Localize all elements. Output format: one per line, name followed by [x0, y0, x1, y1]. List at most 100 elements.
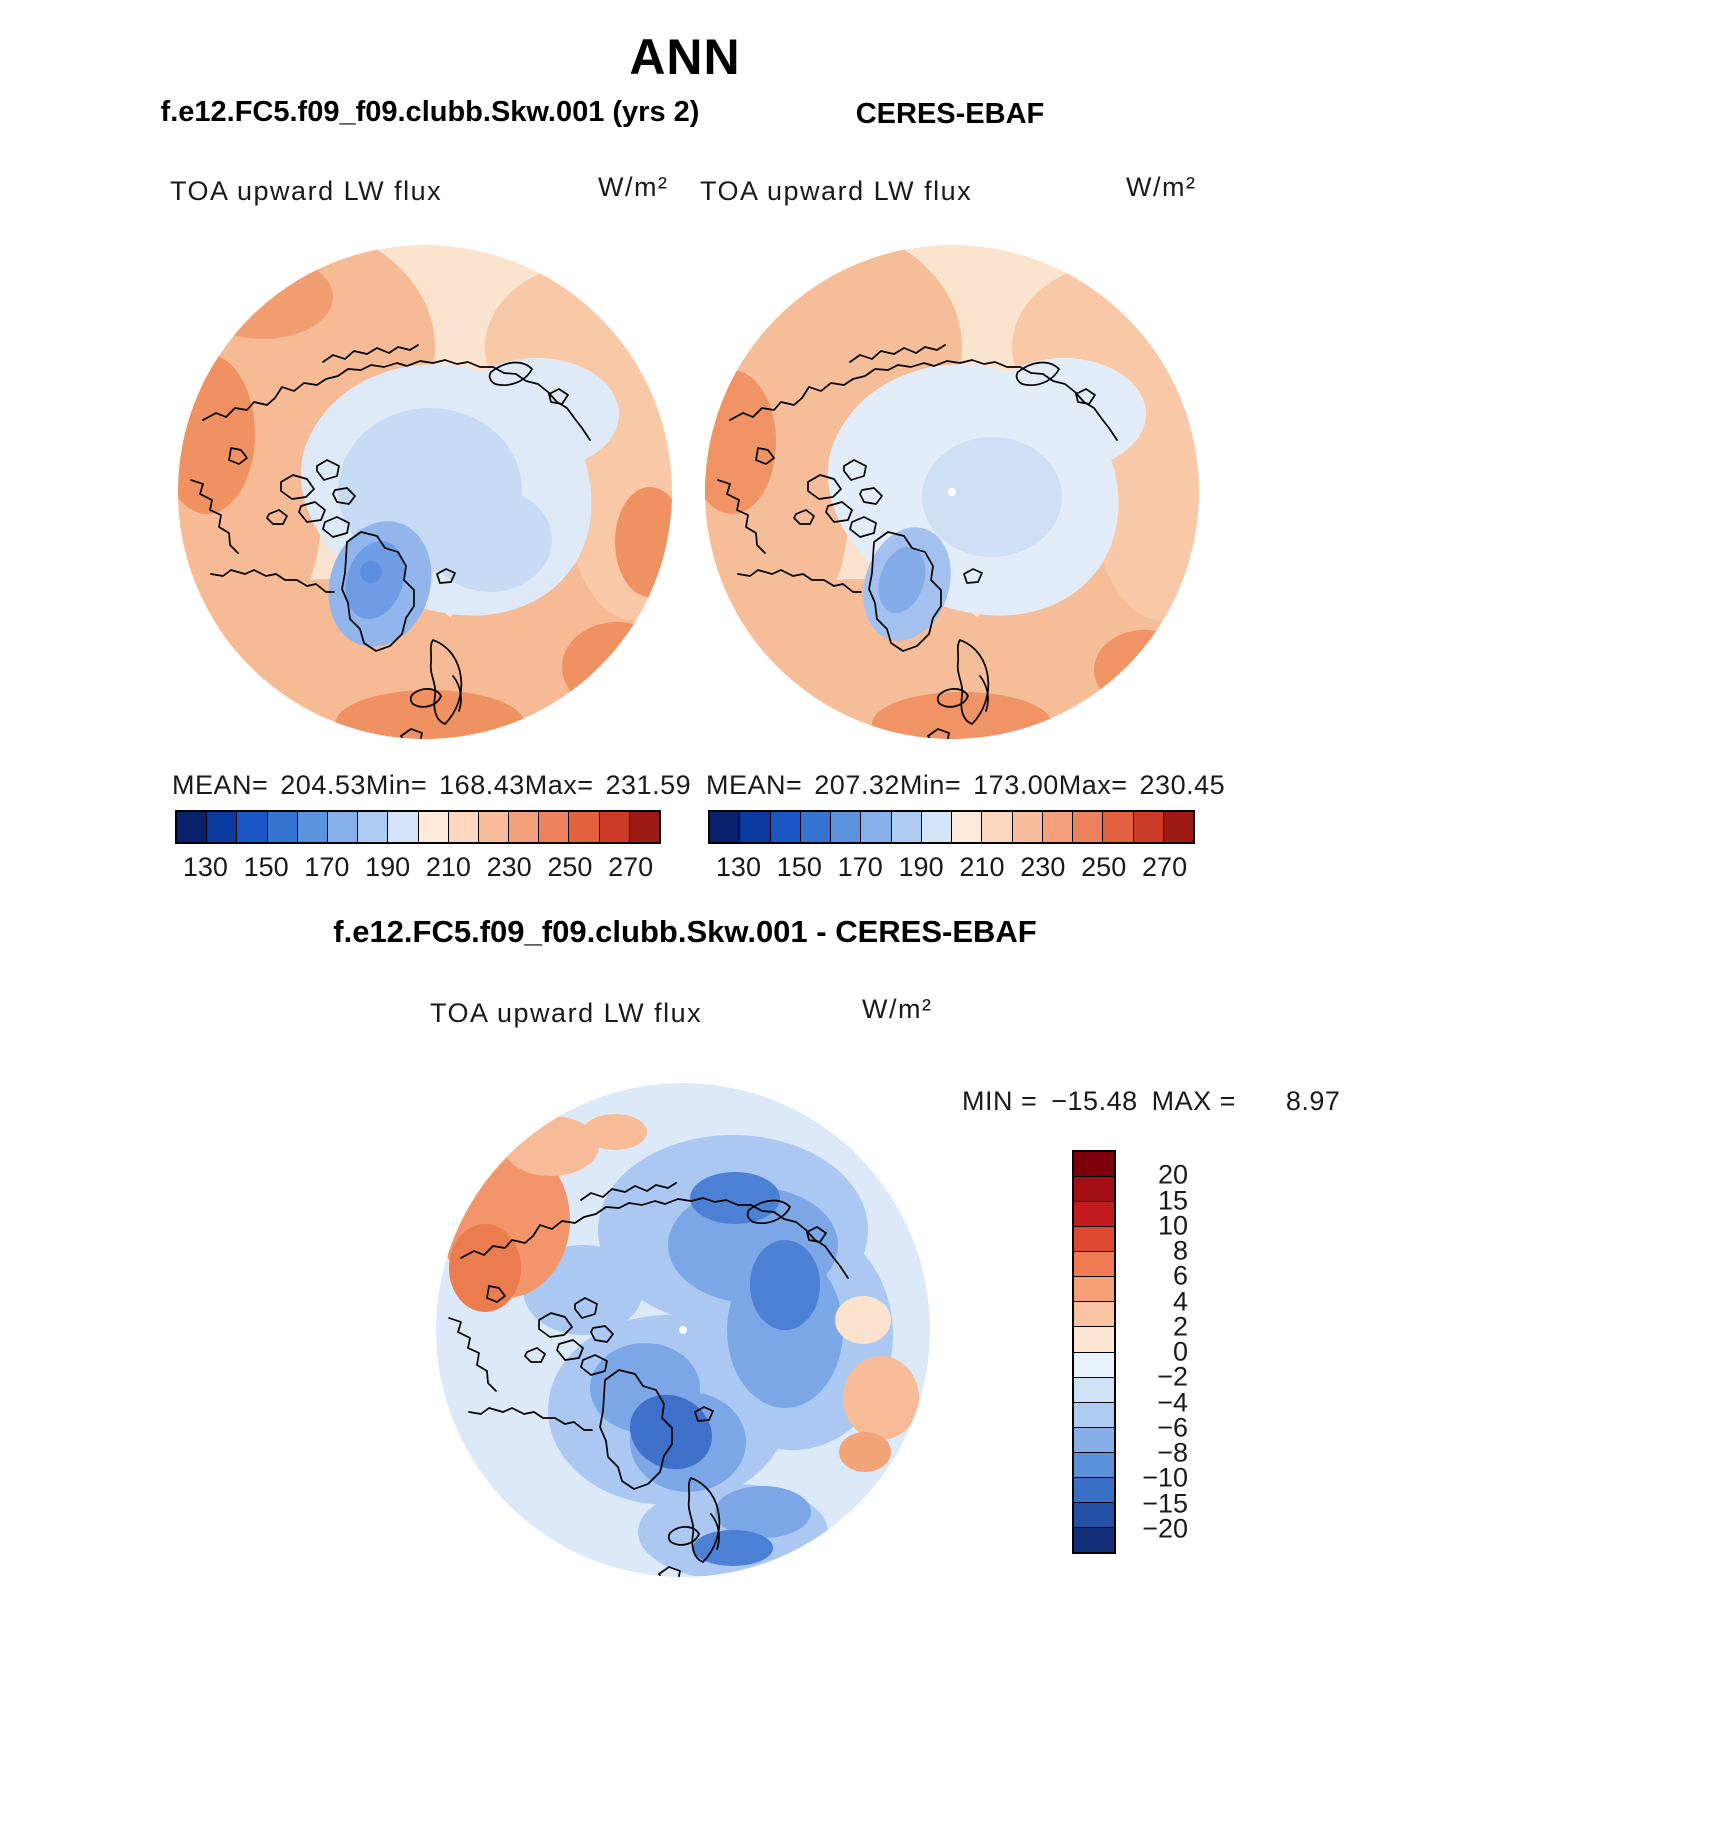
flux-colorbar-obs	[708, 810, 1195, 844]
model-field-label: TOA upward LW flux	[170, 176, 443, 206]
colorbar-cell	[448, 812, 479, 842]
colorbar-cell	[1074, 1527, 1114, 1552]
obs-map-svg	[705, 245, 1199, 739]
colorbar-cell	[770, 812, 801, 842]
colorbar-tick-label: 150	[243, 852, 289, 882]
diff-colorbar-label: 20	[1157, 1159, 1188, 1190]
colorbar-cell	[1103, 812, 1134, 842]
diff-subtitle: f.e12.FC5.f09_f09.clubb.Skw.001 - CERES-…	[333, 914, 1037, 949]
colorbar-tick-label: 170	[304, 852, 350, 882]
colorbar-tick-label: 230	[1020, 852, 1066, 882]
colorbar-cell	[891, 812, 922, 842]
colorbar-cell	[1074, 1227, 1114, 1253]
colorbar-cell	[539, 812, 570, 842]
colorbar-cell	[237, 812, 268, 842]
diff-colorbar-label: 6	[1172, 1260, 1188, 1291]
colorbar-cell	[1074, 1502, 1114, 1528]
obs-map	[702, 242, 1202, 742]
diff-colorbar-label: 2	[1172, 1311, 1188, 1342]
colorbar-cell	[1042, 812, 1073, 842]
colorbar-cell	[297, 812, 328, 842]
colorbar-cell	[1074, 1177, 1114, 1203]
model-max-value: 231.59	[605, 770, 692, 800]
colorbar-cell	[1012, 812, 1043, 842]
colorbar-cell	[1074, 1377, 1114, 1403]
diff-colorbar-label: 8	[1172, 1235, 1188, 1266]
colorbar-cell	[1074, 1277, 1114, 1303]
colorbar-tick-label: 190	[898, 852, 944, 882]
colorbar-cell	[327, 812, 359, 842]
page-title: ANN	[629, 29, 741, 85]
colorbar-cell	[1074, 1352, 1114, 1378]
colorbar-cell	[1074, 1327, 1114, 1353]
colorbar-cell	[1074, 1252, 1114, 1278]
colorbar-tick-label: 230	[486, 852, 532, 882]
diff-colorbar-label: 10	[1157, 1210, 1188, 1241]
colorbar-tick-label: 270	[608, 852, 654, 882]
colorbar-cell	[1073, 812, 1104, 842]
colorbar-cell	[831, 812, 862, 842]
diff-colorbar-label: −6	[1157, 1412, 1188, 1443]
colorbar-tick-label: 250	[547, 852, 593, 882]
colorbar-tick-label: 190	[365, 852, 411, 882]
diff-colorbar	[1072, 1150, 1116, 1554]
colorbar-cell	[1074, 1427, 1114, 1453]
colorbar-cell	[1074, 1152, 1114, 1178]
diff-colorbar-labels: 20 15 10 8 6 4 2 0 −2 −4 −6 −8 −10 −15 −20	[1126, 1150, 1188, 1554]
diff-colorbar-label: −2	[1157, 1361, 1188, 1392]
model-subtitle: f.e12.FC5.f09_f09.clubb.Skw.001 (yrs 2)	[160, 96, 700, 128]
colorbar-tick-label: 210	[959, 852, 1005, 882]
colorbar-cell	[418, 812, 449, 842]
colorbar-cell	[569, 812, 600, 842]
flux-colorbar-ticks-model: 130 150 170 190 210 230 250 270	[175, 852, 661, 883]
obs-max-label: Max=	[1058, 770, 1128, 800]
colorbar-tick-label: 150	[776, 852, 822, 882]
flux-colorbar-model	[175, 810, 661, 844]
colorbar-cell	[740, 812, 771, 842]
diff-max-value: 8.97	[1285, 1086, 1341, 1116]
colorbar-cell	[509, 812, 540, 842]
colorbar-tick-label: 130	[715, 852, 761, 882]
diff-colorbar-label: −4	[1157, 1387, 1188, 1417]
diff-field-label: TOA upward LW flux	[430, 998, 703, 1028]
colorbar-cell	[952, 812, 983, 842]
diff-minmax: MIN = −15.48 MAX = 8.97	[962, 1086, 1340, 1117]
colorbar-cell	[1074, 1477, 1114, 1503]
model-mean-value: 204.53	[280, 770, 366, 800]
colorbar-cell	[207, 812, 238, 842]
diff-colorbar-label: −20	[1142, 1513, 1188, 1544]
model-min-value: 168.43	[439, 770, 525, 800]
diff-colorbar-label: 0	[1172, 1336, 1188, 1367]
obs-units-label: W/m²	[1126, 172, 1197, 202]
colorbar-cell	[800, 812, 831, 842]
flux-colorbar-ticks-obs: 130 150 170 190 210 230 250 270	[708, 852, 1195, 883]
obs-min-value: 173.00	[973, 770, 1059, 800]
colorbar-cell	[177, 812, 208, 842]
obs-min-label: Min=	[899, 770, 962, 800]
colorbar-cell	[710, 812, 741, 842]
obs-stats: MEAN= 207.32 Min= 173.00 Max= 230.45	[706, 770, 1225, 801]
colorbar-cell	[358, 812, 389, 842]
model-stats: MEAN= 204.53 Min= 168.43 Max= 231.59	[172, 770, 691, 801]
colorbar-cell	[629, 812, 659, 842]
obs-mean-value: 207.32	[814, 770, 900, 800]
colorbar-cell	[1133, 812, 1164, 842]
obs-mean-label: MEAN=	[706, 770, 803, 800]
diff-units-label: W/m²	[862, 994, 933, 1024]
obs-max-value: 230.45	[1139, 770, 1226, 800]
colorbar-tick-label: 170	[837, 852, 883, 882]
colorbar-tick-label: 210	[425, 852, 471, 882]
obs-subtitle: CERES-EBAF	[855, 98, 1045, 130]
model-min-label: Min=	[365, 770, 428, 800]
colorbar-cell	[982, 812, 1013, 842]
model-map-svg	[178, 245, 672, 739]
diff-colorbar-label: −15	[1142, 1488, 1188, 1518]
colorbar-cell	[478, 812, 510, 842]
diff-map-svg	[436, 1083, 930, 1577]
model-mean-label: MEAN=	[172, 770, 269, 800]
diff-colorbar-label: −10	[1142, 1462, 1188, 1493]
model-max-label: Max=	[524, 770, 594, 800]
model-map	[175, 242, 675, 742]
model-units-label: W/m²	[598, 172, 669, 202]
